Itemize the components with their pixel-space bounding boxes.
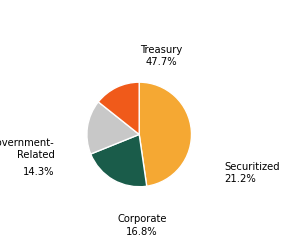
Text: 21.2%: 21.2% (224, 175, 256, 185)
Text: 14.3%: 14.3% (23, 167, 55, 177)
Wedge shape (98, 82, 139, 134)
Text: Government-
Related: Government- Related (0, 138, 55, 160)
Text: Sector Breakdown as of 12/31/2007: Sector Breakdown as of 12/31/2007 (27, 8, 263, 21)
Wedge shape (139, 82, 191, 186)
Text: 47.7%: 47.7% (145, 57, 177, 67)
Wedge shape (91, 134, 147, 187)
Text: Securitized: Securitized (224, 162, 280, 172)
Text: Treasury: Treasury (140, 45, 182, 55)
Text: 16.8%: 16.8% (126, 227, 158, 237)
Wedge shape (87, 102, 139, 154)
Text: Corporate: Corporate (117, 214, 166, 224)
